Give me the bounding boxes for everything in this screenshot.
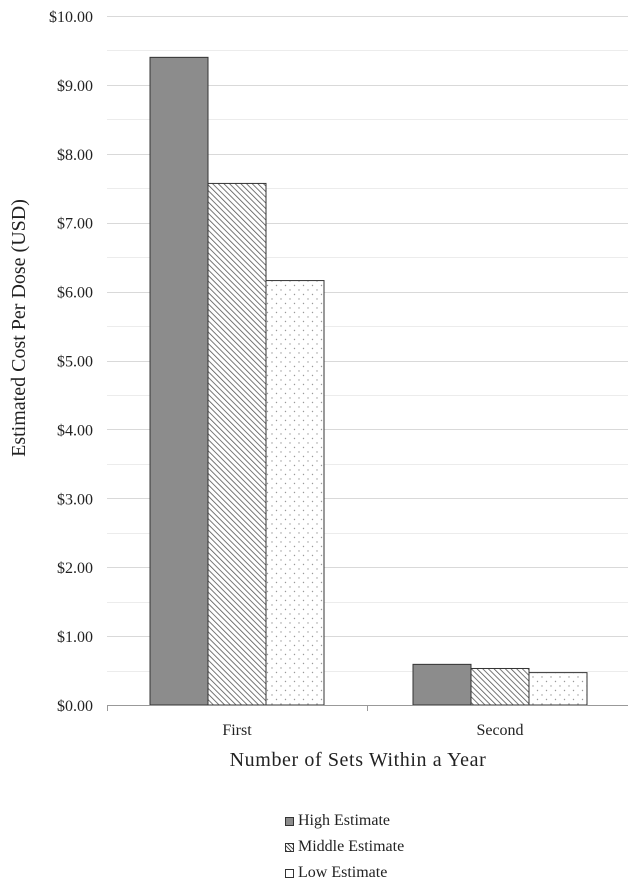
bar-middle-estimate [470,667,530,706]
y-tick-label: $2.00 [57,560,93,577]
legend-item-middle: Middle Estimate [285,834,404,860]
bar-low-estimate [528,672,588,706]
bar-chart: $0.00 $1.00 $2.00 $3.00 $4.00 $5.00 $6.00 $7.00… [8,9,628,771]
legend-swatch-middle [285,842,294,852]
y-tick-label: $4.00 [57,422,93,439]
bar-low-estimate [265,280,325,706]
y-tick-label: $1.00 [57,629,93,646]
x-tick-label: First [222,722,252,739]
legend-label-low: Low Estimate [298,864,388,881]
legend-label-high: High Estimate [298,812,390,829]
y-tick-labels: $0.00 $1.00 $2.00 $3.00 $4.00 $5.00 $6.00 $7.00… [49,9,93,715]
y-tick-label: $7.00 [57,216,93,233]
y-tick-label: $10.00 [49,9,93,26]
bar-high-estimate [149,56,209,706]
y-tick-label: $9.00 [57,78,93,95]
y-tick-label: $0.00 [57,698,93,715]
bar-middle-estimate [207,182,267,706]
x-tick-label: Second [476,722,523,739]
legend: High Estimate Middle Estimate Low Estima… [285,808,404,886]
y-tick-label: $5.00 [57,354,93,371]
y-tick-label: $3.00 [57,491,93,508]
legend-swatch-low [285,868,294,878]
x-axis-title: Number of Sets Within a Year [230,749,487,771]
legend-item-high: High Estimate [285,808,404,834]
x-tick-labels: First Second [107,705,524,739]
legend-swatch-high [285,816,294,826]
y-tick-label: $6.00 [57,285,93,302]
legend-label-middle: Middle Estimate [298,838,405,855]
legend-item-low: Low Estimate [285,860,404,886]
y-axis-title: Estimated Cost Per Dose (USD) [8,199,30,457]
y-tick-label: $8.00 [57,147,93,164]
bars [149,56,588,706]
bar-high-estimate [412,663,472,706]
